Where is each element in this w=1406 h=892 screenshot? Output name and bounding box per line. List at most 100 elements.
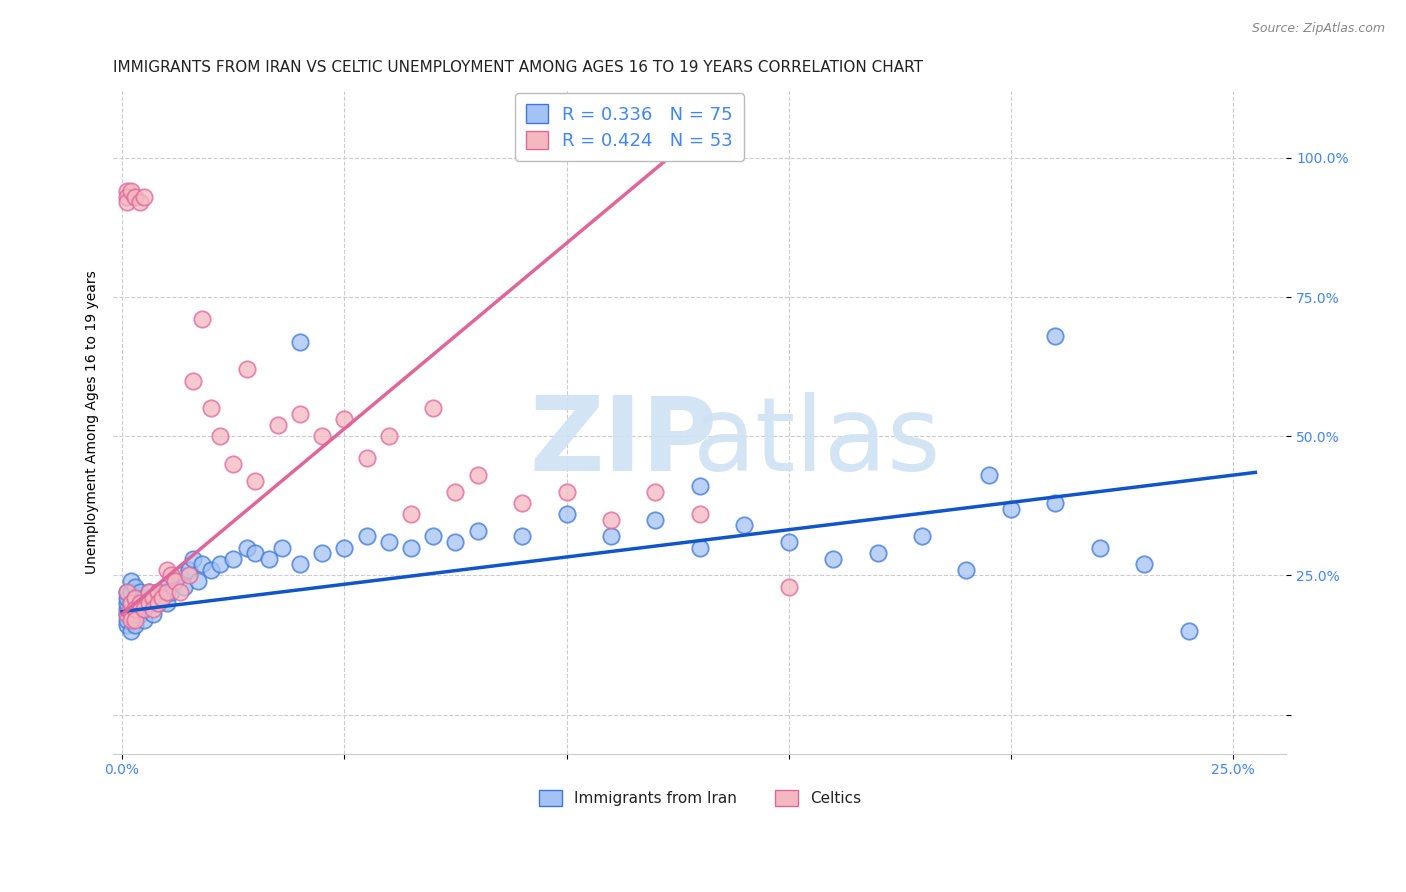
Point [689,541,711,555]
Point [146,596,169,610]
Point [142,591,165,605]
Point [399,541,422,555]
Point [142,601,165,615]
Point [169,585,191,599]
Point [955,563,977,577]
Point [155,585,177,599]
Point [399,507,422,521]
Point [689,479,711,493]
Point [422,401,444,416]
Point [134,613,156,627]
Point [165,574,187,588]
Point [208,558,231,572]
Point [128,585,150,599]
Point [235,362,257,376]
Point [124,190,146,204]
Point [191,312,214,326]
Point [120,596,142,610]
Point [128,195,150,210]
Point [165,574,187,588]
Point [444,535,467,549]
Point [150,591,173,605]
Point [866,546,889,560]
Point [823,551,845,566]
Point [134,190,156,204]
Point [169,568,191,582]
Point [1045,496,1067,510]
Point [600,513,623,527]
Legend: Immigrants from Iran, Celtics: Immigrants from Iran, Celtics [533,784,868,812]
Point [115,613,138,627]
Point [689,507,711,521]
Point [377,429,399,443]
Point [1000,501,1022,516]
Point [356,451,378,466]
Point [142,591,165,605]
Point [115,596,138,610]
Point [467,468,489,483]
Point [181,374,204,388]
Point [120,585,142,599]
Point [124,601,146,615]
Text: ZIP: ZIP [530,392,717,492]
Point [266,418,288,433]
Point [555,484,578,499]
Point [510,496,533,510]
Point [124,580,146,594]
Point [311,546,333,560]
Point [177,563,200,577]
Point [200,563,222,577]
Point [146,596,169,610]
Point [333,412,356,426]
Point [911,529,934,543]
Point [208,429,231,443]
Point [733,518,755,533]
Point [778,535,800,549]
Point [422,529,444,543]
Point [288,334,311,349]
Point [115,190,138,204]
Point [120,574,142,588]
Point [150,591,173,605]
Point [115,585,138,599]
Point [333,541,356,555]
Point [155,596,177,610]
Point [138,596,160,610]
Text: IMMIGRANTS FROM IRAN VS CELTIC UNEMPLOYMENT AMONG AGES 16 TO 19 YEARS CORRELATIO: IMMIGRANTS FROM IRAN VS CELTIC UNEMPLOYM… [114,60,924,75]
Point [222,551,245,566]
Point [356,529,378,543]
Point [222,457,245,471]
Point [115,618,138,632]
Point [177,568,200,582]
Point [311,429,333,443]
Point [115,607,138,622]
Point [200,401,222,416]
Point [257,551,280,566]
Point [155,563,177,577]
Point [160,585,183,599]
Point [134,601,156,615]
Point [778,580,800,594]
Point [128,607,150,622]
Point [115,607,138,622]
Point [120,607,142,622]
Point [115,184,138,198]
Point [181,551,204,566]
Point [146,585,169,599]
Point [115,601,138,615]
Point [155,580,177,594]
Point [115,195,138,210]
Point [510,529,533,543]
Point [146,585,169,599]
Point [191,558,214,572]
Point [115,591,138,605]
Point [977,468,1000,483]
Point [245,474,267,488]
Point [288,558,311,572]
Point [120,596,142,610]
Point [124,591,146,605]
Point [124,591,146,605]
Y-axis label: Unemployment Among Ages 16 to 19 years: Unemployment Among Ages 16 to 19 years [86,270,100,574]
Point [120,613,142,627]
Point [160,568,183,582]
